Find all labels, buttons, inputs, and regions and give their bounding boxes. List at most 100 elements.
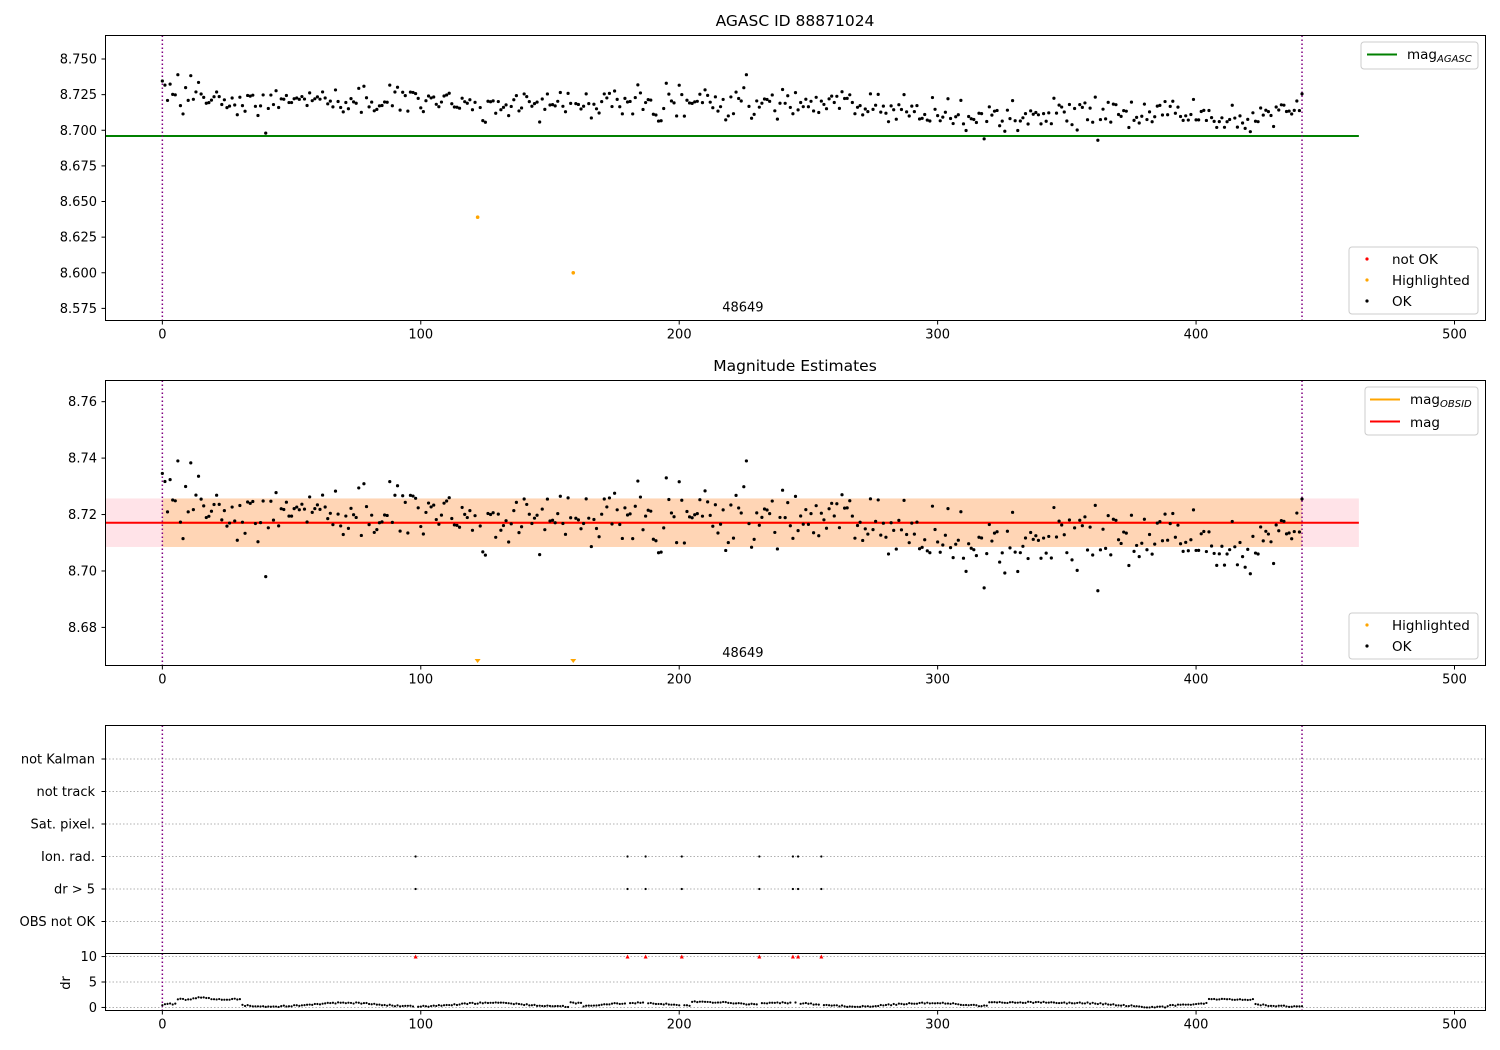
p2-ok-point bbox=[455, 523, 459, 527]
p2-ok-point bbox=[403, 500, 407, 504]
dr-clipped-marker bbox=[796, 954, 801, 959]
p2-ok-point bbox=[995, 530, 999, 534]
dr-clipped-marker bbox=[819, 954, 824, 959]
p2-ok-point bbox=[1220, 544, 1224, 548]
p1-ok-point bbox=[543, 107, 547, 112]
dr-point bbox=[220, 998, 223, 1001]
dr-point bbox=[641, 1001, 645, 1004]
p2-ok-point bbox=[1191, 508, 1196, 512]
dr-point bbox=[590, 1004, 593, 1007]
p1-ok-point bbox=[401, 90, 405, 94]
p2-ok-point bbox=[189, 461, 193, 465]
p2-ok-point bbox=[1228, 548, 1232, 552]
p2-ok-point bbox=[1119, 541, 1123, 546]
dr-point bbox=[1008, 1001, 1012, 1004]
p1-ok-point bbox=[390, 104, 394, 108]
p2-ok-point bbox=[176, 459, 180, 463]
p1-ok-point bbox=[406, 109, 410, 113]
p1-ok-point bbox=[328, 99, 332, 103]
p1-ok-point bbox=[718, 105, 723, 109]
dr-point bbox=[595, 1004, 598, 1007]
p2-ok-point bbox=[677, 480, 681, 484]
p2-ok-point bbox=[840, 493, 844, 497]
dr-point bbox=[530, 1004, 534, 1007]
p2-ok-point bbox=[1034, 534, 1038, 538]
dr-point bbox=[1238, 998, 1242, 1001]
p2-ok-point bbox=[742, 485, 746, 489]
p1-ok-point bbox=[845, 96, 849, 101]
p2-ok-point bbox=[1140, 541, 1144, 545]
dr-point bbox=[647, 1002, 650, 1005]
p2-ok-point bbox=[1096, 589, 1100, 593]
p2-ok-point bbox=[884, 535, 888, 539]
p2-ok-point bbox=[607, 496, 612, 500]
legend-highlighted-marker bbox=[1365, 278, 1369, 282]
dr-point bbox=[667, 1003, 670, 1006]
p2-ok-point bbox=[894, 547, 898, 551]
p2-ok-point bbox=[1137, 555, 1141, 559]
p2-ok-point bbox=[615, 508, 619, 512]
p1-ok-point bbox=[693, 100, 697, 104]
p1-ok-point bbox=[726, 114, 730, 118]
dr-point bbox=[492, 1001, 495, 1004]
p1-ok-point bbox=[310, 99, 314, 103]
dr-point bbox=[789, 1001, 792, 1004]
p2-ok-point bbox=[773, 530, 777, 535]
p2-ok-point bbox=[912, 532, 916, 536]
p1-ok-point bbox=[1000, 119, 1004, 123]
p2-ok-point bbox=[421, 532, 425, 536]
p1-ok-point bbox=[1212, 119, 1216, 124]
dr-point bbox=[391, 1004, 394, 1007]
p2-ok-point bbox=[432, 503, 436, 507]
p1-ok-point bbox=[1013, 119, 1017, 123]
p2-ok-point bbox=[985, 552, 989, 556]
p2-ok-point bbox=[196, 474, 201, 478]
p1-ok-point bbox=[1290, 112, 1294, 116]
p4-xtick-label-1: 100 bbox=[408, 1018, 433, 1033]
p2-ok-point bbox=[199, 497, 203, 501]
dr-point bbox=[990, 1001, 994, 1004]
flags-y-labels: not Kalman not track Sat. pixel. Ion. rad. d… bbox=[20, 753, 106, 930]
flag-point bbox=[796, 887, 800, 891]
dr-point bbox=[1086, 1001, 1089, 1004]
p1-ok-point bbox=[346, 107, 351, 111]
p1-ok-point bbox=[644, 100, 648, 105]
p1-ok-point bbox=[1279, 103, 1283, 107]
p1-ok-point bbox=[1098, 117, 1103, 122]
dr-point bbox=[572, 1001, 575, 1004]
p1-ok-point bbox=[209, 98, 214, 102]
p2-ok-point bbox=[1098, 548, 1103, 552]
dr-point bbox=[629, 1002, 632, 1005]
dr-point bbox=[585, 1004, 588, 1007]
panel1-frame bbox=[105, 35, 1486, 321]
dr-point bbox=[897, 1002, 900, 1005]
p2-ok-point bbox=[344, 514, 348, 518]
dr-point bbox=[998, 1000, 1001, 1004]
p2-ok-point bbox=[1070, 558, 1074, 562]
p2-ok-point bbox=[566, 496, 570, 500]
dr-point bbox=[187, 998, 190, 1001]
p2-ok-point bbox=[897, 518, 901, 522]
p1-ok-point bbox=[1261, 113, 1265, 117]
p1-ok-point bbox=[979, 111, 984, 116]
p1-ok-point bbox=[196, 80, 201, 85]
p2-ok-point bbox=[556, 512, 560, 516]
dr-point bbox=[192, 997, 195, 1000]
p2-ok-point bbox=[1259, 525, 1263, 529]
p2-ok-point bbox=[401, 494, 405, 498]
dr-point bbox=[941, 1001, 944, 1004]
p2-ok-point bbox=[1132, 549, 1136, 553]
p2-ok-point bbox=[749, 545, 754, 549]
p1-ok-point bbox=[235, 113, 239, 117]
p2-ok-point bbox=[602, 497, 606, 501]
p2-ok-point bbox=[501, 523, 506, 528]
dr-point bbox=[838, 1005, 841, 1008]
p2-ok-point bbox=[457, 525, 462, 529]
p1-ok-point bbox=[1150, 120, 1154, 124]
p2-ok-point bbox=[866, 532, 870, 536]
dr-point bbox=[458, 1003, 461, 1006]
dr-point bbox=[303, 1004, 306, 1007]
dr-point bbox=[290, 1005, 293, 1008]
dr-point bbox=[905, 1003, 908, 1006]
p2-ok-point bbox=[1044, 551, 1048, 555]
